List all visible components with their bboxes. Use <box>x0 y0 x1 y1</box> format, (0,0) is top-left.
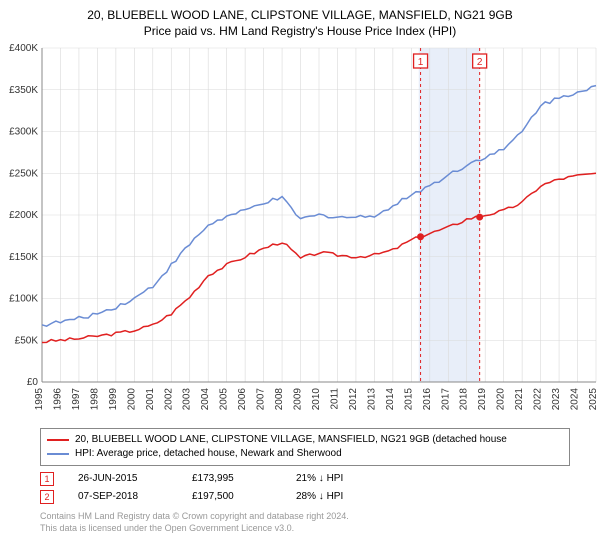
sale-date-1: 26-JUN-2015 <box>78 470 168 488</box>
sale-row-1: 1 26-JUN-2015 £173,995 21% ↓ HPI <box>40 470 570 488</box>
svg-text:2007: 2007 <box>256 388 267 411</box>
svg-text:2016: 2016 <box>422 388 433 411</box>
svg-text:£150K: £150K <box>9 252 38 263</box>
svg-text:£200K: £200K <box>9 210 38 221</box>
chart-area: £0 £50K £100K £150K £200K £250K £300K £350K £400… <box>0 42 600 422</box>
legend-text-2: HPI: Average price, detached house, Newa… <box>75 447 342 461</box>
svg-text:£250K: £250K <box>9 168 38 179</box>
sale-date-2: 07-SEP-2018 <box>78 488 168 506</box>
svg-text:2022: 2022 <box>533 388 544 411</box>
svg-text:2010: 2010 <box>311 388 322 411</box>
svg-text:2023: 2023 <box>551 388 562 411</box>
chart-title-line2: Price paid vs. HM Land Registry's House … <box>0 22 600 42</box>
svg-text:2020: 2020 <box>496 388 507 411</box>
sale-marker-1: 1 <box>40 472 54 486</box>
sale-delta-1: 21% ↓ HPI <box>296 470 343 488</box>
sale-price-1: £173,995 <box>192 470 272 488</box>
svg-text:2015: 2015 <box>403 388 414 411</box>
svg-text:2018: 2018 <box>459 388 470 411</box>
svg-text:£350K: £350K <box>9 85 38 96</box>
sale-marker-2: 2 <box>40 490 54 504</box>
svg-text:2: 2 <box>477 57 483 68</box>
svg-text:2006: 2006 <box>237 388 248 411</box>
sale-row-2: 2 07-SEP-2018 £197,500 28% ↓ HPI <box>40 488 570 506</box>
chart-svg: £0 £50K £100K £150K £200K £250K £300K £350K £400… <box>0 42 600 422</box>
svg-text:2012: 2012 <box>348 388 359 411</box>
svg-text:2001: 2001 <box>145 388 156 411</box>
legend-text-1: 20, BLUEBELL WOOD LANE, CLIPSTONE VILLAG… <box>75 433 507 447</box>
footer-line-2: This data is licensed under the Open Gov… <box>40 522 570 534</box>
footer-line-1: Contains HM Land Registry data © Crown c… <box>40 510 570 522</box>
svg-text:£100K: £100K <box>9 294 38 305</box>
svg-text:2008: 2008 <box>274 388 285 411</box>
sale-delta-2: 28% ↓ HPI <box>296 488 343 506</box>
svg-text:£50K: £50K <box>15 335 39 346</box>
svg-text:2021: 2021 <box>514 388 525 411</box>
legend-box: 20, BLUEBELL WOOD LANE, CLIPSTONE VILLAG… <box>40 428 570 466</box>
svg-text:1997: 1997 <box>71 388 82 411</box>
svg-text:1: 1 <box>418 57 424 68</box>
svg-text:£300K: £300K <box>9 127 38 138</box>
svg-text:1996: 1996 <box>52 388 63 411</box>
svg-text:2003: 2003 <box>182 388 193 411</box>
svg-text:2002: 2002 <box>163 388 174 411</box>
legend-swatch-blue <box>47 453 69 455</box>
svg-text:2019: 2019 <box>477 388 488 411</box>
svg-text:£400K: £400K <box>9 43 38 54</box>
svg-text:2017: 2017 <box>440 388 451 411</box>
sales-table: 1 26-JUN-2015 £173,995 21% ↓ HPI 2 07-SE… <box>40 470 570 506</box>
svg-text:2004: 2004 <box>200 388 211 411</box>
svg-text:2009: 2009 <box>293 388 304 411</box>
svg-text:2000: 2000 <box>126 388 137 411</box>
svg-text:2024: 2024 <box>570 388 581 411</box>
legend-row-1: 20, BLUEBELL WOOD LANE, CLIPSTONE VILLAG… <box>47 433 563 447</box>
svg-text:2013: 2013 <box>366 388 377 411</box>
svg-text:2005: 2005 <box>219 388 230 411</box>
svg-text:2011: 2011 <box>329 388 340 410</box>
chart-title-line1: 20, BLUEBELL WOOD LANE, CLIPSTONE VILLAG… <box>0 0 600 22</box>
legend-swatch-red <box>47 439 69 441</box>
footer: Contains HM Land Registry data © Crown c… <box>40 510 570 534</box>
svg-text:1999: 1999 <box>108 388 119 411</box>
sale-price-2: £197,500 <box>192 488 272 506</box>
legend-row-2: HPI: Average price, detached house, Newa… <box>47 447 563 461</box>
svg-text:2025: 2025 <box>588 388 599 411</box>
svg-text:1995: 1995 <box>34 388 45 411</box>
svg-text:£0: £0 <box>27 377 39 388</box>
svg-text:2014: 2014 <box>385 388 396 411</box>
svg-text:1998: 1998 <box>89 388 100 411</box>
